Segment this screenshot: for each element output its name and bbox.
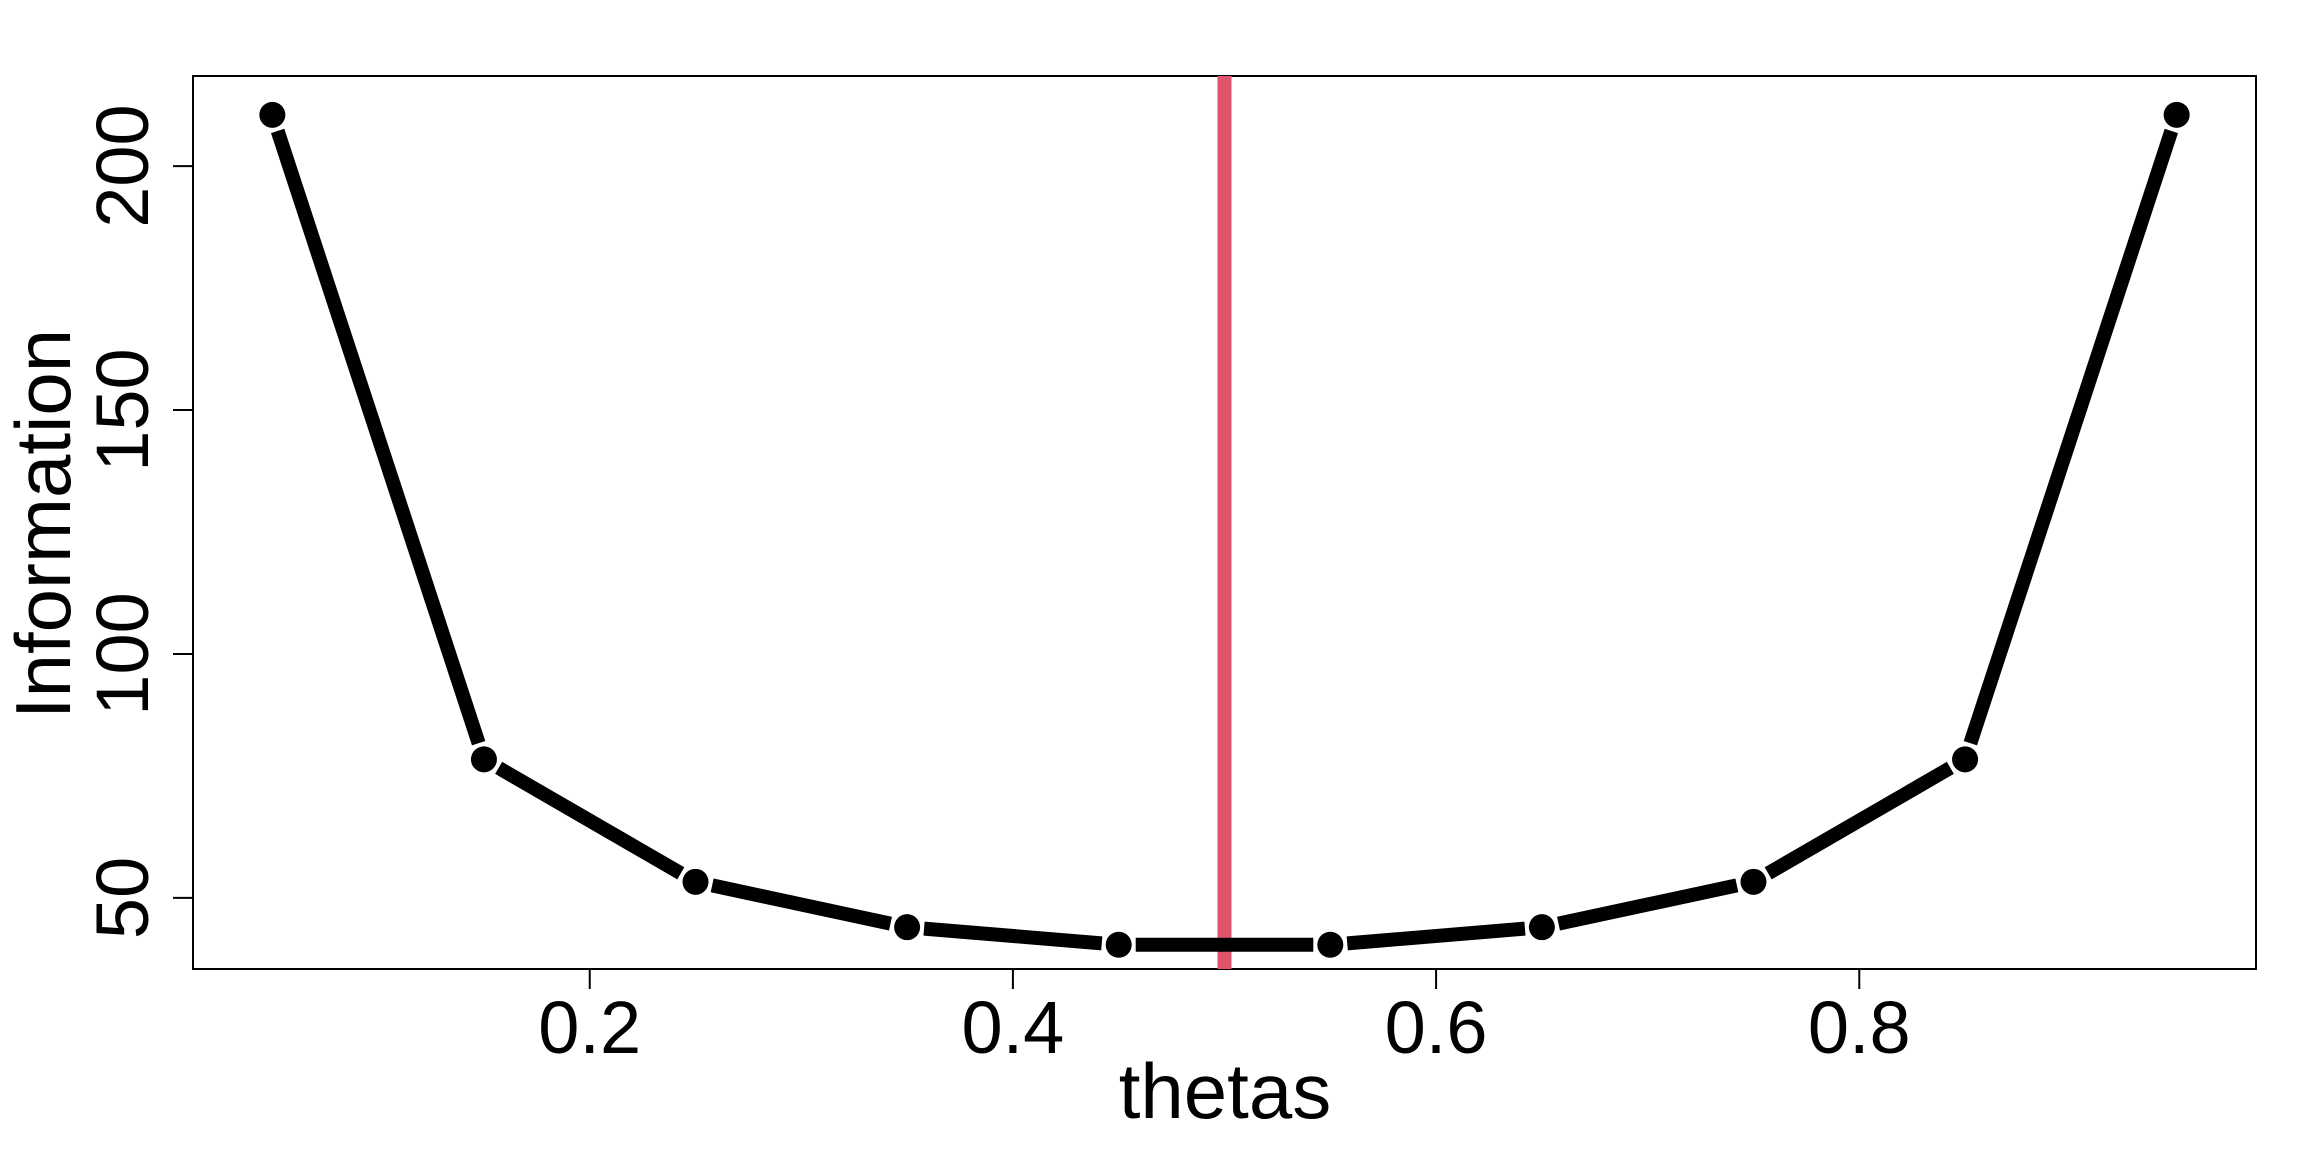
series-line-segment [710,878,892,931]
x-tick-label: 0.8 [1808,986,1911,1069]
x-axis-title: thetas [1119,1047,1331,1135]
data-point [470,746,497,773]
data-point [1105,931,1132,958]
y-tick-label: 200 [81,104,164,227]
x-axis: 0.2 0.4 0.6 0.8 [538,969,1911,1069]
series-line-segment [495,761,685,880]
data-point [682,868,709,895]
series-line-segment [1346,921,1526,951]
series-line-segment [270,128,486,746]
series-line-segment [1764,761,1954,880]
data-point [1952,746,1979,773]
series-layer [259,101,2190,958]
y-axis: 50 100 150 200 [81,104,193,939]
data-point [2163,101,2190,128]
x-tick-label: 0.6 [1385,986,1488,1069]
data-point [259,101,286,128]
data-point [1528,914,1555,941]
data-point [894,914,921,941]
series-line-segment [1963,128,2179,746]
x-tick-label: 0.4 [961,986,1064,1069]
series-line-segment [1557,878,1739,931]
y-tick-label: 150 [81,348,164,471]
series-line-segment [923,921,1103,951]
y-tick-label: 50 [81,857,164,939]
data-point [1317,931,1344,958]
y-tick-label: 100 [81,592,164,715]
x-tick-label: 0.2 [538,986,641,1069]
y-axis-title: Information [0,329,87,719]
data-point [1740,868,1767,895]
